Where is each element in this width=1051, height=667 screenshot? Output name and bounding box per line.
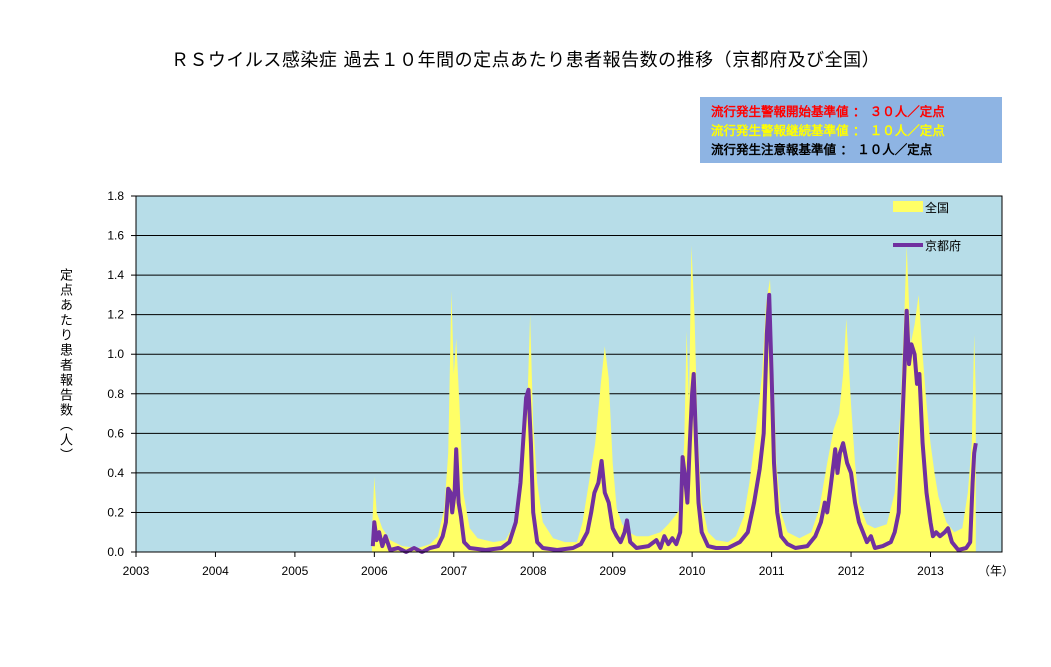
x-tick-label: 2008 (520, 564, 547, 578)
x-axis-ticks: 2003 2004 2005 2006 2007 2008 2009 2010 2011 2012… (123, 552, 944, 578)
y-tick-label: 1.0 (107, 347, 124, 361)
y-axis-ticks: 0.0 0.2 0.4 0.6 0.8 1.0 1.2 1.4 1.6 1.8 (107, 189, 136, 559)
x-tick-label: 2007 (440, 564, 467, 578)
legend-swatch-national (893, 201, 923, 212)
x-tick-label: 2004 (202, 564, 229, 578)
series-line-kyoto (370, 292, 978, 554)
legend-label-kyoto: 京都府 (925, 238, 961, 253)
y-axis-label: 定点あたり患者報告数（人） (57, 268, 72, 463)
y-tick-label: 1.6 (107, 229, 124, 243)
y-tick-label: 0.4 (107, 466, 124, 480)
legend-label-national: 全国 (925, 200, 949, 215)
criteria-alarm-start: 流行発生警報開始基準値 ： ３０人／定点 (711, 104, 945, 119)
x-tick-label: 2010 (679, 564, 706, 578)
x-tick-label: 2013 (917, 564, 944, 578)
x-tick-label: 2006 (361, 564, 388, 578)
criteria-alarm-continue: 流行発生警報継続基準値 ： １０人／定点 (711, 123, 945, 138)
y-tick-label: 1.2 (107, 308, 124, 322)
y-tick-label: 0.6 (107, 426, 124, 440)
chart-title: ＲＳウイルス感染症 過去１０年間の定点あたり患者報告数の推移（京都府及び全国） (170, 50, 881, 71)
x-tick-label: 2003 (123, 564, 150, 578)
plot-area (136, 196, 1002, 552)
plot-border (135, 195, 1003, 553)
x-tick-label: 2005 (282, 564, 309, 578)
y-tick-label: 1.8 (107, 189, 124, 203)
x-tick-label: 2011 (759, 564, 785, 578)
x-tick-label: 2009 (599, 564, 626, 578)
y-tick-label: 1.4 (107, 268, 124, 282)
x-tick-label: 2012 (838, 564, 865, 578)
criteria-box: 流行発生警報開始基準値 ： ３０人／定点 流行発生警報継続基準値 ： １０人／定… (700, 97, 1002, 163)
x-axis-unit-label: （年） (978, 564, 1014, 578)
criteria-advisory: 流行発生注意報基準値 ： １０人／定点 (711, 142, 933, 157)
legend: 全国 京都府 (893, 200, 961, 253)
y-tick-label: 0.8 (107, 387, 124, 401)
y-tick-label: 0.2 (107, 505, 124, 519)
y-tick-label: 0.0 (107, 545, 124, 559)
